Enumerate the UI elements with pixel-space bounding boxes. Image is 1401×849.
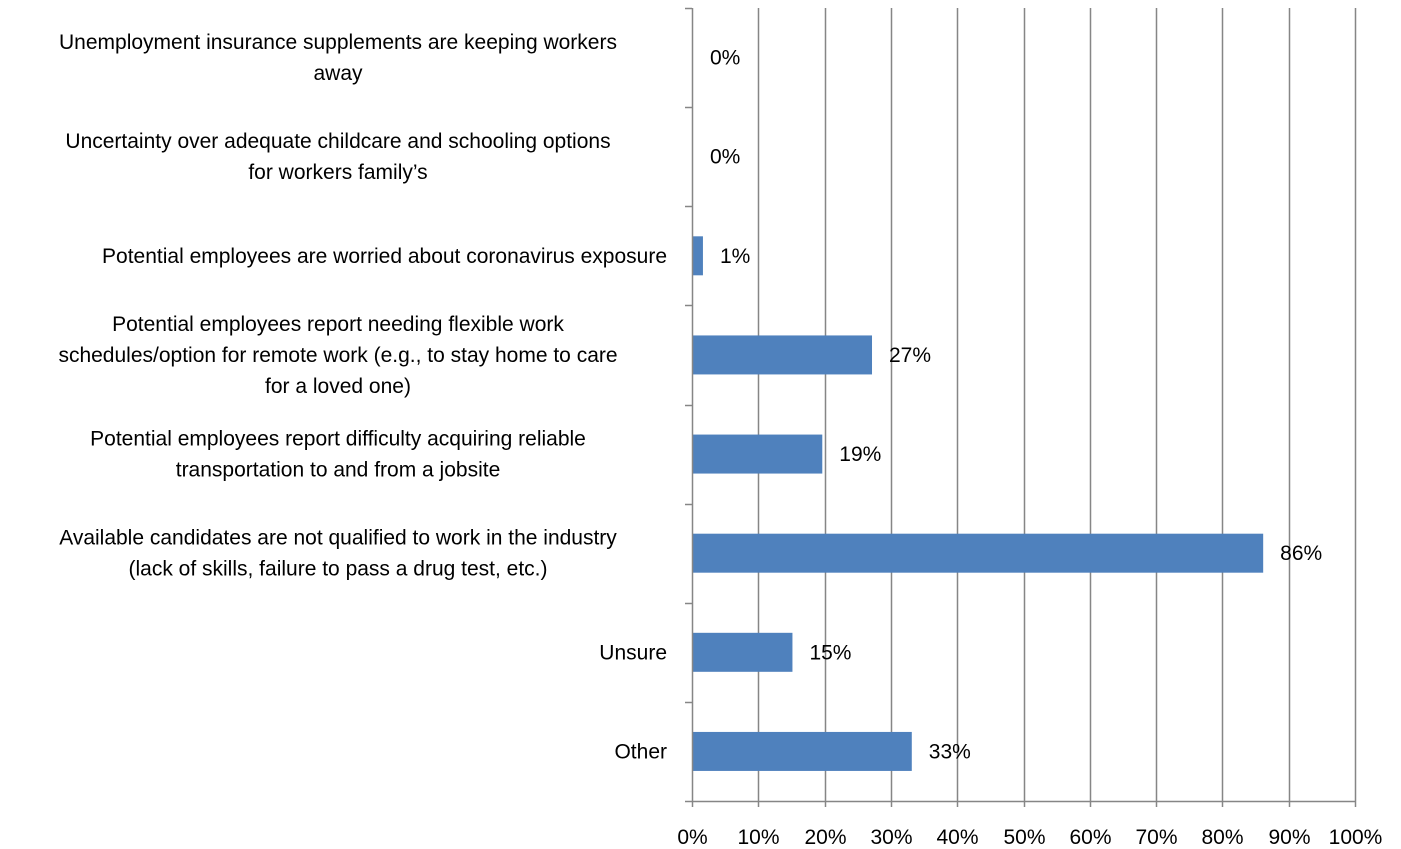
x-tick-label: 60%	[1069, 826, 1111, 849]
data-label: 0%	[710, 47, 740, 70]
bars	[693, 236, 1264, 771]
category-label: (lack of skills, failure to pass a drug …	[129, 558, 548, 581]
data-label: 27%	[889, 344, 931, 367]
category-label: Other	[614, 740, 667, 763]
x-tick-label: 90%	[1268, 826, 1310, 849]
labels: 0% 10% 20% 30% 40% 50% 60% 70% 80% 90% 100% 0% Unemp…	[58, 31, 1382, 849]
data-label: 19%	[839, 443, 881, 466]
x-tick-label: 10%	[737, 826, 779, 849]
category-label: Potential employees report difficulty ac…	[90, 428, 586, 451]
data-label: 86%	[1280, 542, 1322, 565]
bar	[693, 335, 873, 375]
category-label: Potential employees are worried about co…	[102, 245, 667, 268]
x-tick-label: 50%	[1003, 826, 1045, 849]
axes	[685, 7, 1357, 807]
x-tick-label: 20%	[804, 826, 846, 849]
x-tick-label: 70%	[1135, 826, 1177, 849]
x-tick-label: 40%	[936, 826, 978, 849]
category-label: away	[313, 62, 363, 85]
category-label: transportation to and from a jobsite	[176, 459, 501, 482]
category-label: Unsure	[599, 641, 667, 664]
bar	[693, 533, 1264, 573]
bar	[693, 632, 793, 672]
category-label: for a loved one)	[265, 375, 411, 398]
x-tick-label: 30%	[870, 826, 912, 849]
category-label: schedules/option for remote work (e.g., …	[58, 344, 617, 367]
x-tick-label: 0%	[677, 826, 707, 849]
data-label: 1%	[720, 245, 750, 268]
bar	[693, 731, 912, 771]
category-label: Uncertainty over adequate childcare and …	[65, 130, 610, 153]
category-label: for workers family’s	[248, 161, 427, 184]
category-label: Potential employees report needing flexi…	[112, 313, 564, 336]
category-label: Available candidates are not qualified t…	[59, 527, 617, 550]
x-tick-label: 100%	[1329, 826, 1383, 849]
bar	[693, 434, 823, 474]
gridlines	[757, 8, 1357, 801]
data-label: 15%	[809, 641, 851, 664]
data-label: 33%	[929, 740, 971, 763]
bar	[693, 236, 703, 276]
x-tick-label: 80%	[1201, 826, 1243, 849]
category-label: Unemployment insurance supplements are k…	[59, 31, 617, 54]
data-label: 0%	[710, 146, 740, 169]
